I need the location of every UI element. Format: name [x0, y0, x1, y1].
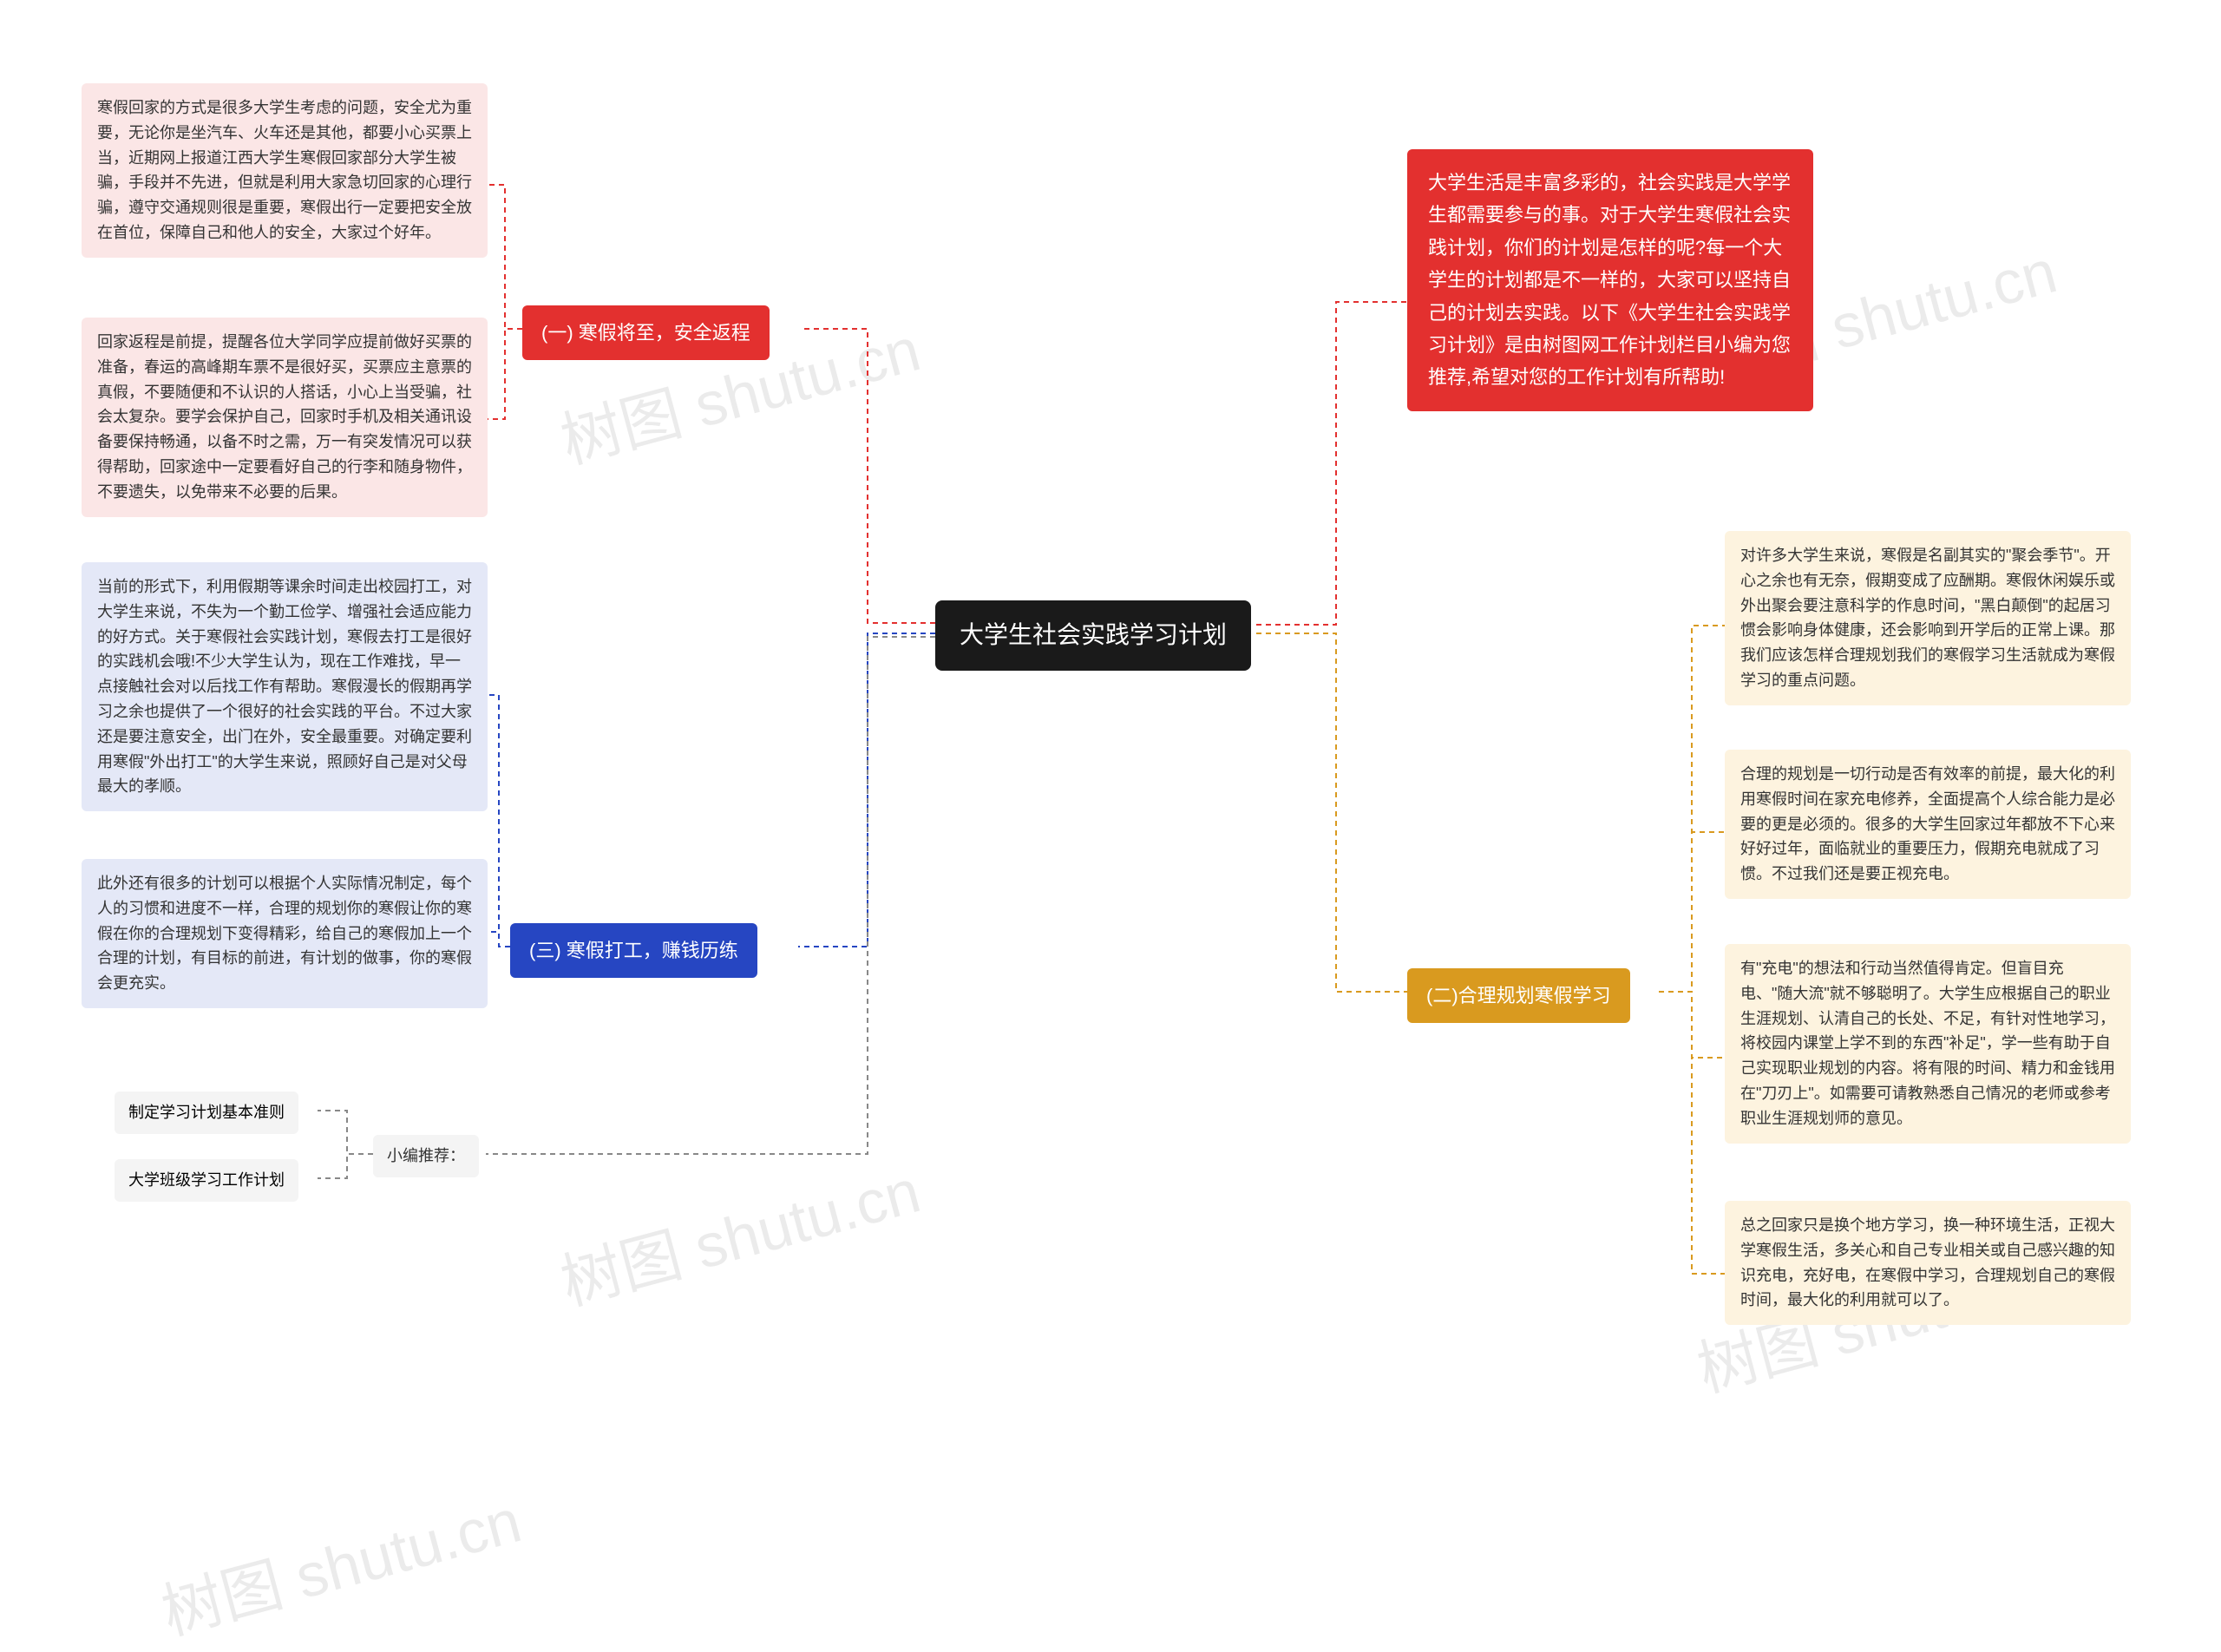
branch-3: (三) 寒假打工，赚钱历练 — [510, 923, 757, 978]
branch-3-leaf-0: 当前的形式下，利用假期等课余时间走出校园打工，对大学生来说，不失为一个勤工俭学、… — [82, 562, 488, 811]
watermark: 树图 shutu.cn — [151, 1472, 529, 1652]
branch-4-leaf-1: 大学班级学习工作计划 — [115, 1159, 298, 1202]
branch-4: 小编推荐： — [373, 1135, 479, 1177]
branch-4-leaf-0: 制定学习计划基本准则 — [115, 1092, 298, 1134]
watermark: 树图 shutu.cn — [550, 1143, 928, 1322]
branch-2-leaf-3: 总之回家只是换个地方学习，换一种环境生活，正视大学寒假生活，多关心和自己专业相关… — [1725, 1201, 2131, 1325]
branch-2: (二)合理规划寒假学习 — [1407, 968, 1630, 1023]
branch-1-leaf-0: 寒假回家的方式是很多大学生考虑的问题，安全尤为重要，无论你是坐汽车、火车还是其他… — [82, 83, 488, 258]
branch-2-leaf-2: 有"充电"的想法和行动当然值得肯定。但盲目充电、"随大流"就不够聪明了。大学生应… — [1725, 944, 2131, 1144]
branch-2-leaf-1: 合理的规划是一切行动是否有效率的前提，最大化的利用寒假时间在家充电修养，全面提高… — [1725, 750, 2131, 899]
branch-1-leaf-1: 回家返程是前提，提醒各位大学同学应提前做好买票的准备，春运的高峰期车票不是很好买… — [82, 318, 488, 517]
intro-node: 大学生活是丰富多彩的，社会实践是大学学生都需要参与的事。对于大学生寒假社会实践计… — [1407, 149, 1813, 411]
branch-1: (一) 寒假将至，安全返程 — [522, 305, 770, 360]
branch-3-leaf-1: 此外还有很多的计划可以根据个人实际情况制定，每个人的习惯和进度不一样，合理的规划… — [82, 859, 488, 1008]
center-node: 大学生社会实践学习计划 — [935, 600, 1251, 671]
branch-2-leaf-0: 对许多大学生来说，寒假是名副其实的"聚会季节"。开心之余也有无奈，假期变成了应酬… — [1725, 531, 2131, 705]
